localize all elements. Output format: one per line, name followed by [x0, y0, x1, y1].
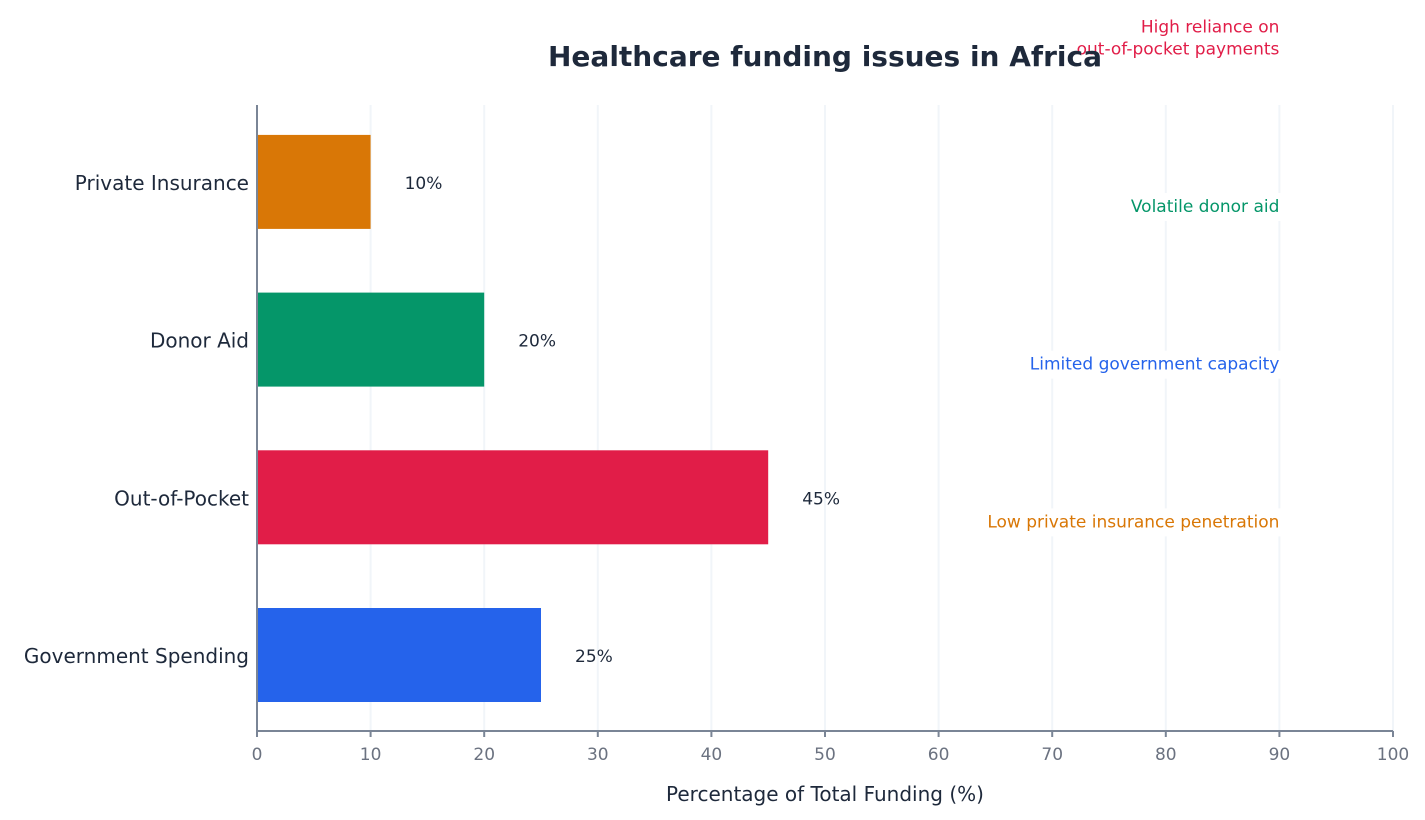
- bar: [257, 608, 541, 702]
- y-tick-label: Donor Aid: [150, 329, 249, 353]
- annotation-text: High reliance on: [1141, 17, 1280, 37]
- annotation-text: Low private insurance penetration: [987, 512, 1279, 532]
- annotation-background: [1026, 350, 1283, 379]
- data-label: 20%: [518, 332, 556, 352]
- annotations: Low private insurance penetration Limited…: [984, 17, 1283, 537]
- x-tick-label: 20: [473, 745, 495, 765]
- data-label: 25%: [575, 647, 613, 667]
- x-tick-label: 30: [587, 745, 609, 765]
- bar: [257, 450, 769, 545]
- gridlines: [369, 105, 1394, 731]
- x-tick-label: 100: [1377, 745, 1409, 765]
- x-tick-label: 50: [814, 745, 836, 765]
- y-tick-label: Government Spending: [24, 644, 249, 668]
- x-tick-label: 0: [252, 745, 263, 765]
- y-tick-label: Private Insurance: [75, 171, 249, 195]
- x-tick-label: 40: [701, 745, 723, 765]
- x-tick-label: 10: [360, 745, 382, 765]
- chart-title: Healthcare funding issues in Africa: [548, 40, 1102, 73]
- data-label: 45%: [802, 489, 840, 509]
- annotation-background: [1127, 192, 1283, 221]
- annotation-text: Limited government capacity: [1030, 355, 1280, 375]
- annotation-text: Volatile donor aid: [1131, 197, 1280, 217]
- x-tick-label: 60: [928, 745, 950, 765]
- y-tick-label: Out-of-Pocket: [114, 486, 249, 510]
- bars: 25% 45% 20% 10%: [257, 134, 840, 702]
- axes: 0 10 20 30 40 50 60 70 80 90 100 Government Spendin…: [24, 105, 1409, 765]
- x-axis-label: Percentage of Total Funding (%): [666, 782, 984, 806]
- annotation-text: out-of-pocket payments: [1077, 39, 1280, 59]
- x-tick-label: 70: [1041, 745, 1063, 765]
- data-label: 10%: [405, 174, 443, 194]
- bar: [257, 134, 371, 229]
- x-tick-label: 80: [1155, 745, 1177, 765]
- annotation-background: [984, 508, 1283, 537]
- bar: [257, 292, 485, 387]
- x-tick-label: 90: [1269, 745, 1291, 765]
